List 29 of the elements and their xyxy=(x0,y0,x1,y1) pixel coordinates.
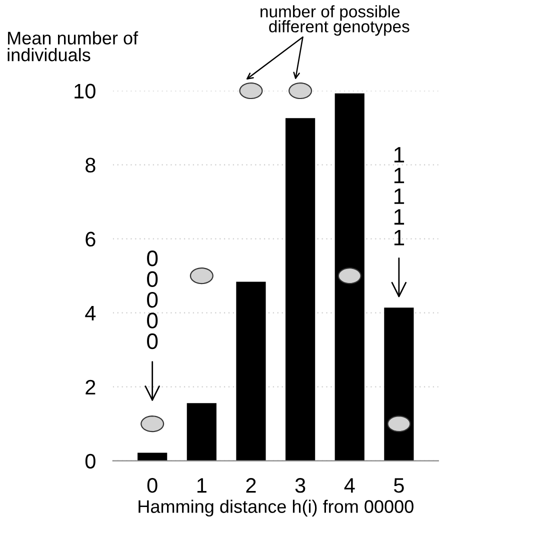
point xyxy=(338,268,362,284)
x-tick-label: 1 xyxy=(197,478,206,493)
bar xyxy=(236,282,266,461)
x-tick-label: 5 xyxy=(394,478,404,493)
bar xyxy=(384,308,414,461)
point xyxy=(387,416,411,432)
x-axis-title: Hamming distance h(i) from 00000 xyxy=(138,500,414,517)
y-axis-title: Mean number of individuals xyxy=(8,31,138,62)
text: number of possible different genotypes xyxy=(260,5,410,36)
annotation: 00000 xyxy=(147,250,158,350)
bar xyxy=(334,93,364,461)
x-tick-label: 3 xyxy=(295,478,306,493)
bar xyxy=(138,452,168,461)
x-tick-label: 2 xyxy=(246,478,256,493)
y-tick-label: 2 xyxy=(86,380,96,394)
y-tick-label: 8 xyxy=(86,158,96,173)
y-tick-label: 10 xyxy=(74,84,96,99)
point xyxy=(239,82,263,100)
bar xyxy=(286,118,316,461)
y-tick-label: 4 xyxy=(85,306,96,320)
x-tick-label: 4 xyxy=(344,478,355,493)
x-tick-label: 0 xyxy=(147,478,158,493)
y-tick-label: 0 xyxy=(85,454,96,469)
bar xyxy=(186,403,216,461)
point xyxy=(288,82,312,100)
annotation: 11111 xyxy=(394,147,404,246)
point xyxy=(140,416,164,432)
point xyxy=(190,268,214,284)
y-tick-label: 6 xyxy=(86,232,96,247)
